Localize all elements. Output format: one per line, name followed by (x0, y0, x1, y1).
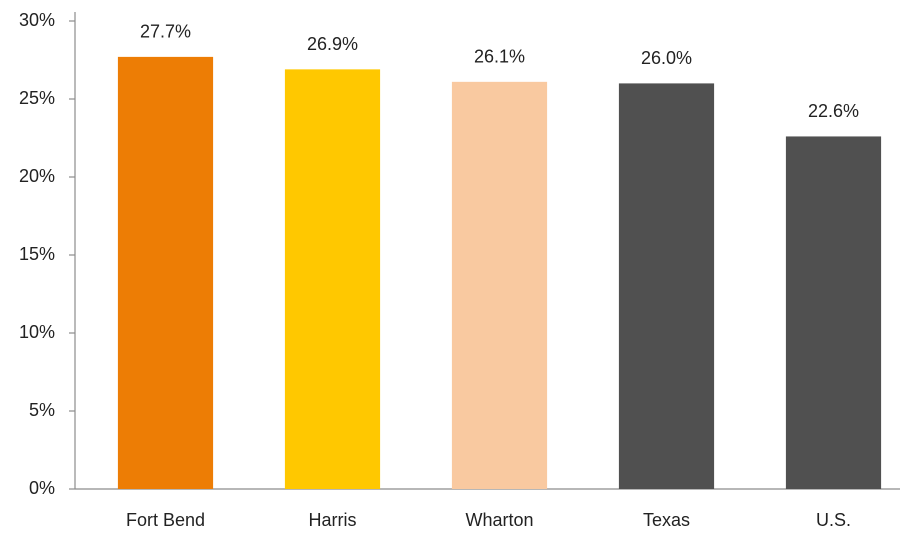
value-label: 26.0% (641, 48, 692, 68)
bar (117, 56, 214, 489)
y-tick-label: 30% (19, 10, 55, 30)
bar (451, 81, 548, 489)
bar (618, 83, 715, 490)
y-tick-label: 20% (19, 166, 55, 186)
value-label: 27.7% (140, 22, 191, 42)
y-tick-label: 15% (19, 244, 55, 264)
y-tick-label: 10% (19, 322, 55, 342)
x-tick-label: Harris (309, 510, 357, 530)
x-tick-label: Texas (643, 510, 690, 530)
value-label: 26.1% (474, 47, 525, 67)
bar (785, 136, 882, 489)
value-label: 26.9% (307, 34, 358, 54)
x-tick-label: U.S. (816, 510, 851, 530)
y-tick-label: 25% (19, 88, 55, 108)
bar (284, 69, 381, 490)
y-tick-label: 0% (29, 478, 55, 498)
value-label: 22.6% (808, 101, 859, 121)
y-tick-label: 5% (29, 400, 55, 420)
x-tick-label: Wharton (465, 510, 533, 530)
x-tick-label: Fort Bend (126, 510, 205, 530)
